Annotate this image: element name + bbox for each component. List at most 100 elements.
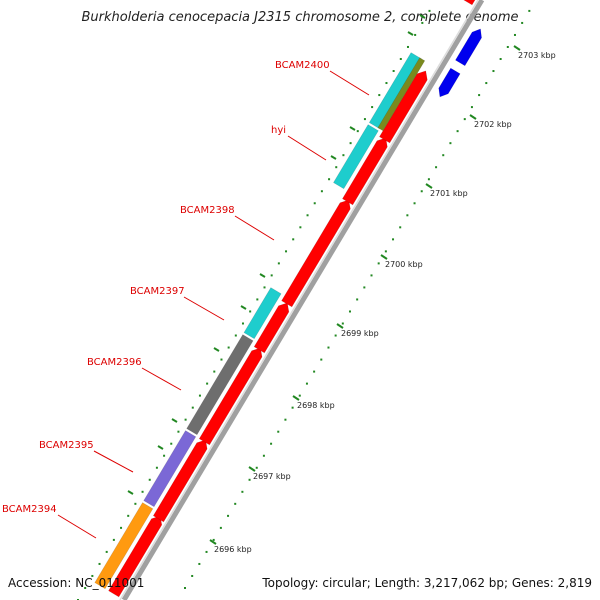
tick-dot-right — [212, 538, 215, 541]
tick-dot-left — [414, 33, 417, 36]
tick-dot-right — [435, 166, 438, 169]
map-title: Burkholderia cenocepacia J2315 chromosom… — [81, 10, 519, 25]
gene-feature-forward — [152, 439, 208, 523]
tick-dot-right — [506, 45, 509, 48]
tick-dot-right — [478, 94, 481, 97]
gene-label-leader — [329, 70, 370, 96]
minor-tick — [419, 14, 426, 19]
scale-tick — [248, 466, 256, 472]
gene-feature-blue — [455, 28, 482, 67]
tick-dot-right — [513, 33, 516, 36]
tick-dot-left — [328, 178, 331, 181]
tick-dot-right — [298, 394, 301, 397]
scale-tick-label: 2697 kbp — [253, 472, 291, 481]
tick-dot-right — [291, 406, 294, 409]
tick-dot-left — [184, 418, 187, 421]
tick-dot-right — [427, 178, 430, 181]
scale-tick-label: 2703 kbp — [518, 51, 556, 60]
tick-dot-right — [277, 430, 280, 433]
gene-feature-gray — [186, 334, 254, 436]
tick-dot-right — [463, 118, 466, 121]
tick-dots — [77, 9, 531, 600]
tick-dot-left — [163, 454, 166, 457]
tick-dot-left — [335, 166, 338, 169]
tick-dot-right — [348, 310, 351, 313]
minor-tick — [171, 418, 178, 423]
tick-dot-right — [284, 418, 287, 421]
gene-label-leader — [141, 367, 182, 391]
genome-backbone-highlight — [119, 0, 479, 600]
tick-dot-left — [98, 562, 101, 565]
tick-dot-right — [248, 478, 251, 481]
tick-dot-left — [349, 142, 352, 145]
scale-tick-label: 2696 kbp — [214, 545, 252, 554]
tick-dot-right — [449, 142, 452, 145]
tick-dot-right — [262, 454, 265, 457]
minor-tick — [330, 155, 337, 160]
tick-dot-left — [371, 106, 374, 109]
gene-feature-teal — [333, 124, 379, 190]
tick-dot-right — [313, 370, 316, 373]
scale-tick — [336, 323, 344, 329]
scale-tick — [292, 395, 300, 401]
gene-feature-purple — [143, 430, 197, 508]
gene-label[interactable]: BCAM2398 — [180, 205, 235, 216]
tick-dot-right — [227, 514, 230, 517]
gene-feature-forward — [342, 137, 388, 206]
tick-dot-left — [127, 514, 130, 517]
gene-label[interactable]: BCAM2400 — [275, 60, 330, 71]
minor-tick — [407, 31, 414, 36]
tick-dot-left — [256, 298, 259, 301]
gene-label[interactable]: BCAM2397 — [130, 286, 185, 297]
tick-dot-right — [234, 502, 237, 505]
tick-dot-left — [299, 226, 302, 229]
tick-dot-right — [255, 466, 258, 469]
tick-dot-right — [270, 442, 273, 445]
tick-dot-left — [406, 45, 409, 48]
tick-dot-right — [470, 106, 473, 109]
minor-tick — [349, 126, 356, 131]
tick-dot-right — [392, 238, 395, 241]
tick-dot-right — [420, 190, 423, 193]
minor-tick — [240, 305, 247, 310]
gene-label[interactable]: hyi — [271, 125, 286, 136]
tick-dot-right — [406, 214, 409, 217]
genome-backbone — [121, 0, 485, 600]
gene-feature-forward — [281, 199, 351, 308]
scale-tick — [425, 183, 433, 189]
scale-tick — [469, 114, 477, 120]
minor-tick — [157, 445, 164, 450]
tick-dot-left — [428, 9, 431, 12]
gene-label[interactable]: BCAM2396 — [87, 357, 142, 368]
gene-label[interactable]: BCAM2395 — [39, 440, 94, 451]
gene-label-leader — [93, 450, 134, 473]
tick-dot-right — [442, 154, 445, 157]
tick-dot-left — [206, 382, 209, 385]
tick-dot-left — [363, 118, 366, 121]
tick-dot-left — [270, 274, 273, 277]
tick-dot-left — [306, 214, 309, 217]
tick-dot-right — [356, 298, 359, 301]
tick-dot-right — [399, 226, 402, 229]
tick-dot-left — [385, 82, 388, 85]
tick-dot-right — [184, 587, 186, 589]
minor-tick — [213, 347, 220, 352]
scale-tick-labels: 2696 kbp 2697 kbp 2698 kbp 2699 kbp 2700 kbp… — [214, 51, 556, 554]
scale-tick-label: 2698 kbp — [297, 401, 335, 410]
scale-tick — [209, 539, 217, 545]
tick-dot-left — [399, 57, 402, 60]
gene-label[interactable]: BCAM2394 — [2, 504, 57, 515]
tick-dot-left — [421, 21, 424, 24]
tick-dot-right — [219, 526, 222, 529]
tick-dot-left — [148, 478, 151, 481]
tick-dot-right — [370, 274, 373, 277]
tick-dot-right — [205, 550, 208, 553]
gene-label-leader — [183, 296, 225, 321]
tick-dot-left — [191, 406, 194, 409]
tick-dot-left — [84, 586, 87, 589]
tick-dot-left — [170, 442, 173, 445]
tick-dot-left — [91, 574, 94, 577]
tick-dot-left — [234, 334, 237, 337]
tick-dot-right — [191, 574, 194, 577]
tick-dot-left — [177, 430, 180, 433]
